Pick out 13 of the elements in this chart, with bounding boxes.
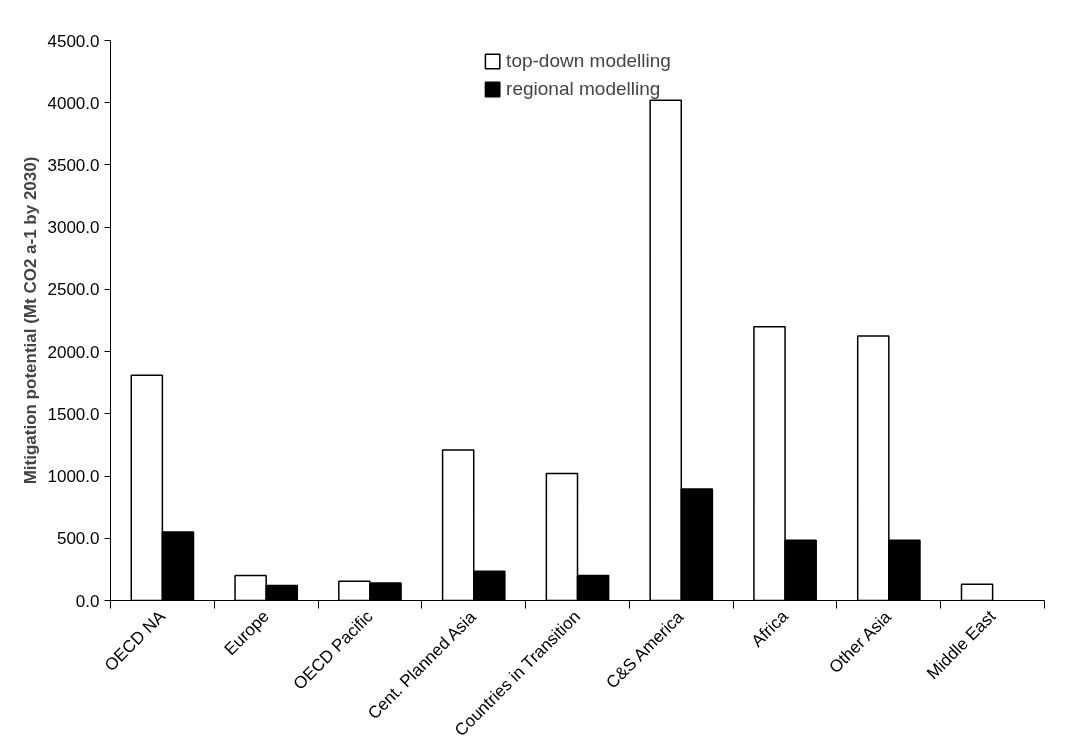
y-tick-label: 3000.0	[47, 218, 100, 238]
y-tick-label: 2000.0	[47, 342, 100, 362]
y-tick-label: 1000.0	[47, 467, 100, 487]
y-tick-label: 2500.0	[47, 280, 100, 300]
legend-label: regional modelling	[506, 78, 661, 100]
y-tick-label: 0.0	[75, 591, 100, 611]
y-tick-label: 500.0	[56, 529, 100, 549]
y-tick-label: 1500.0	[47, 404, 100, 424]
y-tick-label: 4500.0	[47, 31, 100, 51]
y-tick-label: 4000.0	[47, 93, 100, 113]
y-tick-label: 3500.0	[47, 155, 100, 175]
y-axis-title: Mitigation potential (Mt CO2 a-1 by 2030)	[20, 156, 40, 485]
legend-label: top-down modelling	[506, 50, 671, 72]
